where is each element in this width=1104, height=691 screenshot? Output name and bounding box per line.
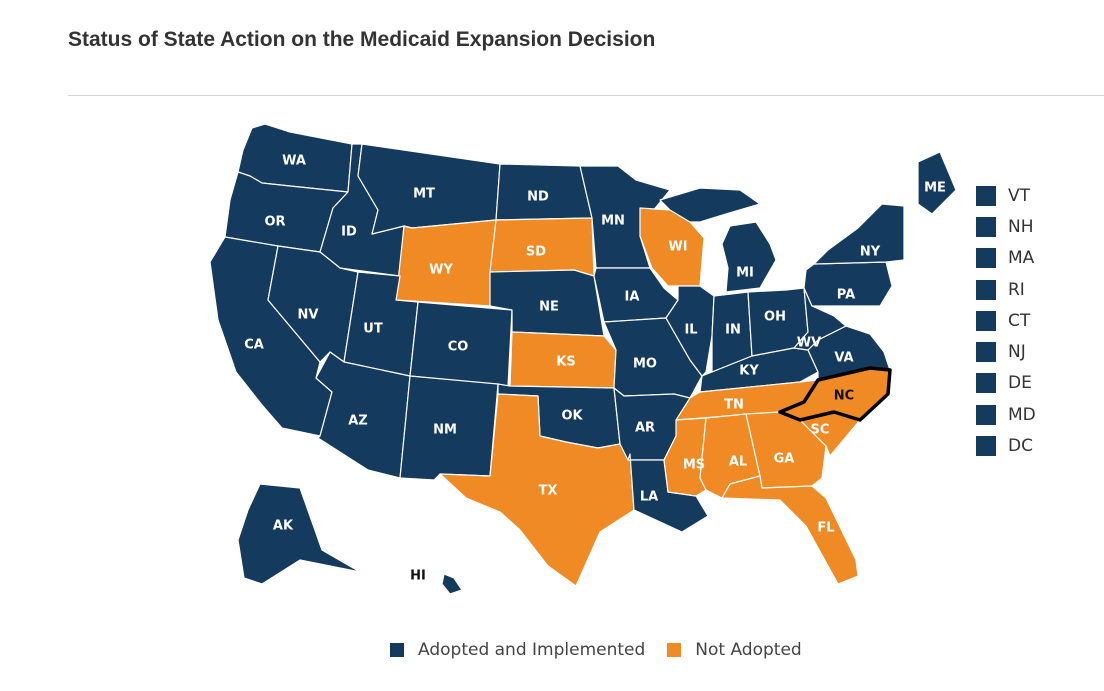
legend-swatch xyxy=(390,643,404,657)
title-divider xyxy=(68,95,1104,96)
state-label-OH: OH xyxy=(764,310,786,325)
state-label-SD: SD xyxy=(526,245,546,260)
status-swatch xyxy=(976,404,996,425)
small-states-list: VT NH MA RI CT NJ DE MD DC xyxy=(976,180,1036,462)
small-state-label: CT xyxy=(1008,310,1031,331)
state-label-NM: NM xyxy=(433,423,457,438)
state-MI-UP[interactable] xyxy=(659,187,761,223)
state-MI[interactable] xyxy=(721,221,777,293)
state-FL[interactable] xyxy=(721,475,859,585)
legend-label: Not Adopted xyxy=(695,640,802,660)
state-label-NC: NC xyxy=(834,389,854,404)
small-state-row[interactable]: MA xyxy=(976,243,1036,274)
status-swatch xyxy=(976,373,996,394)
status-swatch xyxy=(976,185,996,206)
small-state-row[interactable]: RI xyxy=(976,274,1036,305)
legend-item-adopted[interactable]: Adopted and Implemented xyxy=(390,640,645,660)
state-label-FL: FL xyxy=(817,521,834,536)
state-label-MI: MI xyxy=(736,266,754,281)
state-label-MT: MT xyxy=(413,187,435,202)
status-swatch xyxy=(976,216,996,237)
state-label-IN: IN xyxy=(725,323,741,338)
state-label-LA: LA xyxy=(640,490,658,505)
state-label-KY: KY xyxy=(739,364,759,379)
state-label-ID: ID xyxy=(341,225,357,240)
state-label-MS: MS xyxy=(683,458,705,473)
small-state-row[interactable]: DE xyxy=(976,368,1036,399)
state-label-WI: WI xyxy=(668,240,687,255)
small-state-row[interactable]: NH xyxy=(976,211,1036,242)
small-state-label: DE xyxy=(1008,373,1032,394)
legend-item-not-adopted[interactable]: Not Adopted xyxy=(667,640,802,660)
small-state-label: VT xyxy=(1008,185,1031,206)
state-IL[interactable] xyxy=(665,285,715,377)
small-state-label: NJ xyxy=(1008,342,1026,363)
state-label-OR: OR xyxy=(264,215,285,230)
state-NY[interactable] xyxy=(813,203,905,265)
status-swatch xyxy=(976,279,996,300)
page-title: Status of State Action on the Medicaid E… xyxy=(68,28,656,51)
state-label-VA: VA xyxy=(834,351,853,366)
state-label-NV: NV xyxy=(298,308,319,323)
state-PA[interactable] xyxy=(803,261,893,307)
small-state-row[interactable]: CT xyxy=(976,305,1036,336)
state-label-OK: OK xyxy=(561,409,583,424)
state-label-TN: TN xyxy=(724,398,744,413)
status-swatch xyxy=(976,248,996,269)
state-AK[interactable] xyxy=(237,483,361,585)
small-state-row[interactable]: DC xyxy=(976,430,1036,461)
small-state-row[interactable]: VT xyxy=(976,180,1036,211)
small-state-row[interactable]: MD xyxy=(976,399,1036,430)
small-state-label: RI xyxy=(1008,279,1025,300)
state-TX[interactable] xyxy=(439,393,635,587)
state-label-ME: ME xyxy=(924,181,946,196)
state-label-KS: KS xyxy=(556,355,575,370)
state-label-TX: TX xyxy=(539,484,558,499)
state-label-IL: IL xyxy=(684,323,697,338)
state-label-IA: IA xyxy=(625,290,640,305)
state-label-CO: CO xyxy=(448,340,469,355)
state-label-MN: MN xyxy=(601,214,625,229)
state-WV[interactable] xyxy=(793,287,847,351)
legend-label: Adopted and Implemented xyxy=(418,640,646,660)
state-label-UT: UT xyxy=(363,322,383,337)
state-label-AR: AR xyxy=(635,421,655,436)
state-label-MO: MO xyxy=(633,357,657,372)
state-label-AZ: AZ xyxy=(348,414,368,429)
small-state-label: MA xyxy=(1008,248,1035,269)
state-label-NE: NE xyxy=(539,300,559,315)
status-swatch xyxy=(976,342,996,363)
state-label-GA: GA xyxy=(774,452,795,467)
state-label-SC: SC xyxy=(811,423,830,438)
state-WY[interactable] xyxy=(395,219,497,307)
status-swatch xyxy=(976,436,996,457)
state-label-PA: PA xyxy=(837,288,855,303)
status-swatch xyxy=(976,310,996,331)
state-label-WY: WY xyxy=(429,263,453,278)
state-label-AL: AL xyxy=(729,455,747,470)
nc-highlight-outline xyxy=(778,366,892,422)
state-ME[interactable] xyxy=(917,151,957,215)
small-state-label: NH xyxy=(1008,216,1034,237)
state-label-AK: AK xyxy=(273,519,294,534)
small-state-row[interactable]: NJ xyxy=(976,336,1036,367)
state-label-WA: WA xyxy=(282,154,306,169)
state-HI[interactable] xyxy=(441,573,463,595)
state-label-CA: CA xyxy=(244,338,264,353)
state-label-ND: ND xyxy=(527,190,549,205)
map-legend: Adopted and Implemented Not Adopted xyxy=(390,640,824,660)
state-label-WV: WV xyxy=(797,336,821,351)
small-state-label: MD xyxy=(1008,404,1036,425)
small-state-label: DC xyxy=(1008,436,1033,457)
state-label-HI: HI xyxy=(410,569,426,584)
state-label-NY: NY xyxy=(860,245,881,260)
legend-swatch xyxy=(667,643,682,657)
